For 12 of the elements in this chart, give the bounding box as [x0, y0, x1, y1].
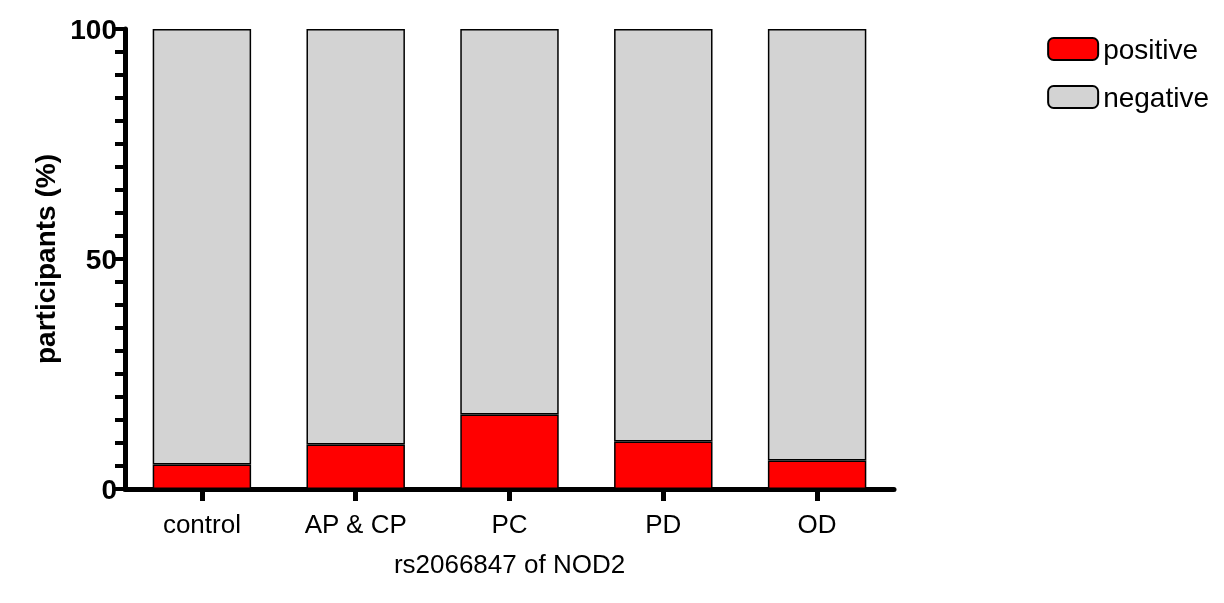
legend-label: positive [1103, 33, 1199, 65]
x-tick-label: PD [645, 509, 682, 539]
y-tick-label: 100 [70, 13, 117, 45]
x-axis-title: rs2066847 of NOD2 [393, 549, 626, 579]
legend-label: negative [1103, 81, 1210, 113]
x-tick-label: AP & CP [304, 509, 407, 539]
y-tick-label: 0 [101, 473, 117, 505]
x-tick-label: PC [491, 509, 528, 539]
x-tick-label: OD [797, 509, 837, 539]
x-tick-label: control [162, 509, 241, 539]
y-tick-label: 50 [85, 243, 117, 275]
y-axis-title: participants (%) [29, 153, 61, 365]
